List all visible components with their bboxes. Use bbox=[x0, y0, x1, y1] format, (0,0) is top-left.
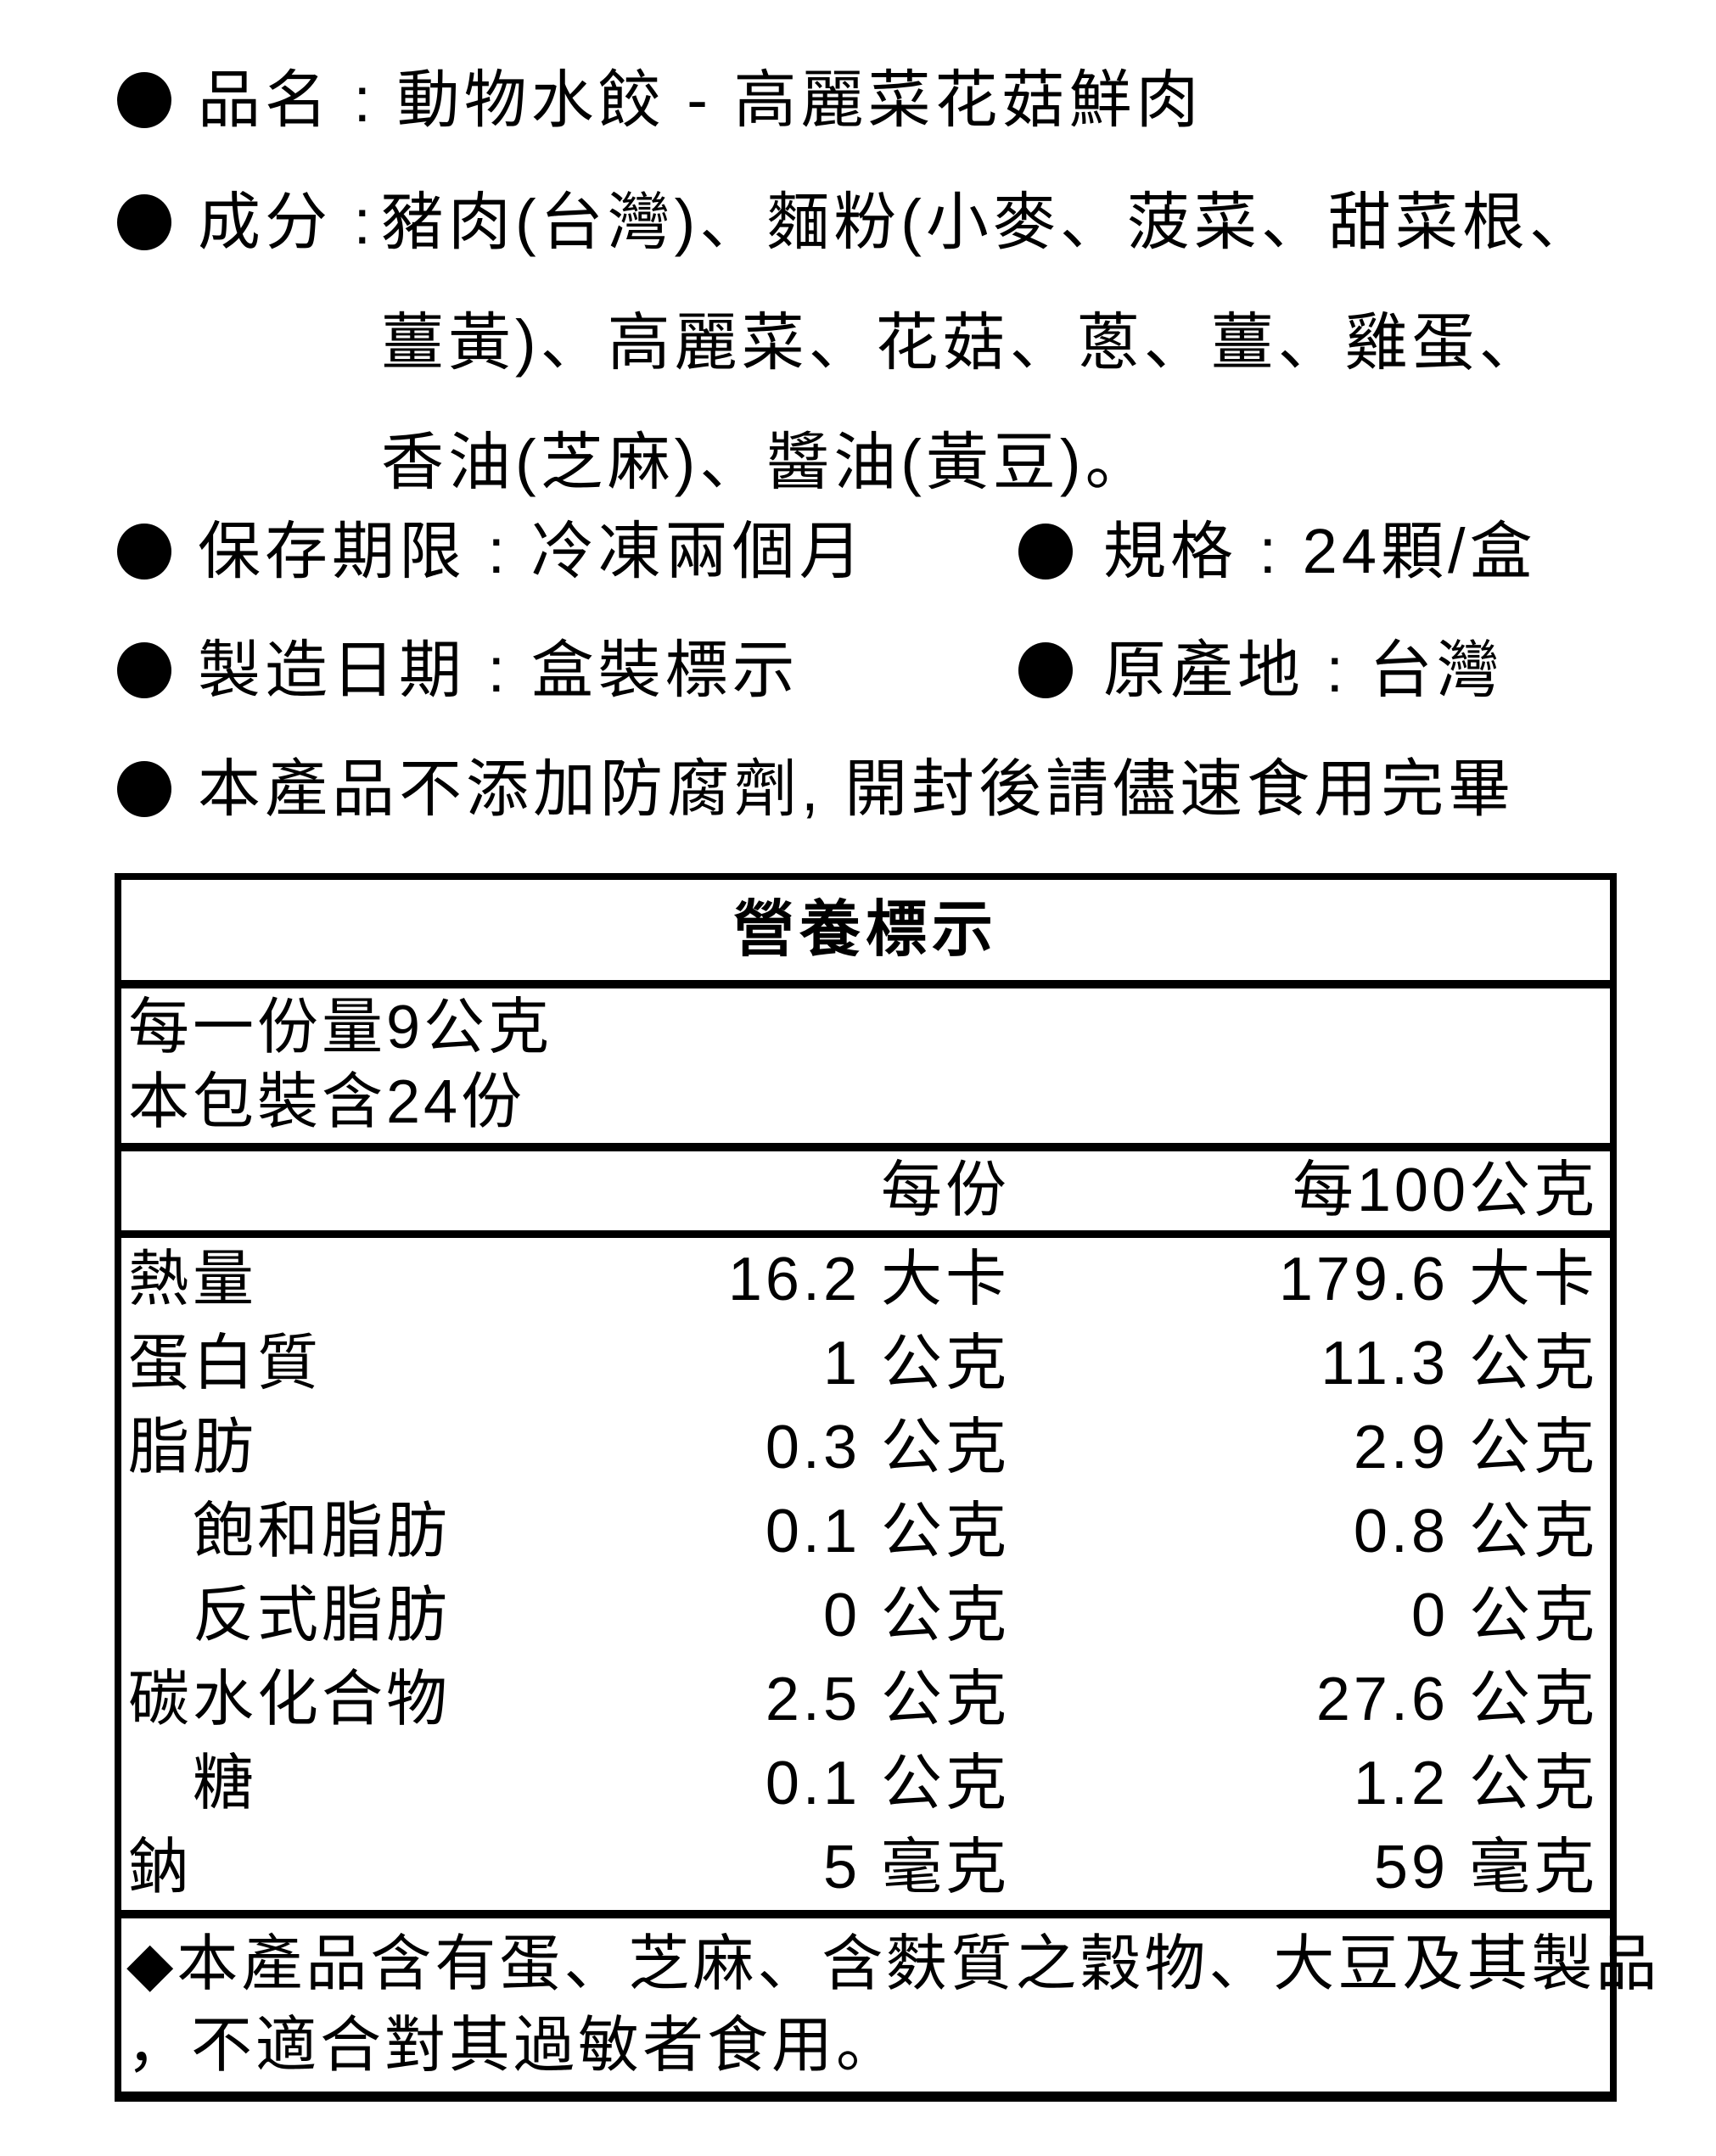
row-per-serving: 1 公克 bbox=[822, 1330, 1010, 1397]
bullet-icon bbox=[117, 194, 171, 250]
column-header-per-serving: 每份 bbox=[880, 1156, 1010, 1224]
nutrition-table: 營養標示 每一份量9公克 本包裝含24份 每份 每100公克 熱量 16.2 大… bbox=[115, 873, 1661, 2102]
ingredients-line-3: 香油(芝麻)、醬油(黃豆)。 bbox=[381, 427, 1152, 497]
table-row-saturated-fat: 飽和脂肪 0.1 公克 0.8 公克 bbox=[121, 1490, 1610, 1574]
serving-size-line: 每一份量9公克 bbox=[128, 994, 553, 1061]
row-per-100g: 0 公克 bbox=[1410, 1582, 1598, 1649]
table-row-fat: 脂肪 0.3 公克 2.9 公克 bbox=[121, 1406, 1610, 1490]
row-label: 飽和脂肪 bbox=[193, 1498, 451, 1565]
bullet-icon bbox=[117, 642, 171, 698]
spec-line: 規格 : 24顆/盒 bbox=[1103, 516, 1537, 586]
bullet-icon bbox=[1018, 642, 1073, 698]
row-per-100g: 11.3 公克 bbox=[1321, 1330, 1598, 1397]
row-per-serving: 0.1 公克 bbox=[765, 1498, 1010, 1565]
bullet-icon bbox=[117, 761, 171, 817]
bullet-icon bbox=[117, 524, 171, 580]
servings-per-pack-line: 本包裝含24份 bbox=[128, 1068, 526, 1136]
row-per-100g: 59 毫克 bbox=[1373, 1834, 1598, 1901]
row-per-serving: 0.1 公克 bbox=[765, 1750, 1010, 1817]
row-per-serving: 16.2 大卡 bbox=[727, 1246, 1010, 1313]
row-per-serving: 0 公克 bbox=[822, 1582, 1010, 1649]
mfg-date-line: 製造日期 : 盒裝標示 bbox=[198, 635, 799, 705]
row-per-100g: 0.8 公克 bbox=[1353, 1498, 1598, 1565]
row-label: 鈉 bbox=[128, 1834, 193, 1901]
product-name-line: 品名 : 動物水餃 - 高麗菜花菇鮮肉 bbox=[198, 64, 1203, 135]
column-header-per-100g: 每100公克 bbox=[1292, 1156, 1598, 1224]
table-row-protein: 蛋白質 1 公克 11.3 公克 bbox=[121, 1322, 1610, 1406]
preservative-note: 本產品不添加防腐劑, 開封後請儘速食用完畢 bbox=[198, 753, 1516, 824]
table-row-carbohydrate: 碳水化合物 2.5 公克 27.6 公克 bbox=[121, 1658, 1610, 1742]
column-header-row: 每份 每100公克 bbox=[121, 1151, 1610, 1238]
row-per-100g: 27.6 公克 bbox=[1315, 1666, 1598, 1733]
row-label: 反式脂肪 bbox=[193, 1582, 451, 1649]
nutrition-table-title: 營養標示 bbox=[121, 880, 1610, 988]
row-per-100g: 179.6 大卡 bbox=[1278, 1246, 1598, 1313]
ingredients-label: 成分 : bbox=[198, 187, 376, 257]
table-row-trans-fat: 反式脂肪 0 公克 0 公克 bbox=[121, 1574, 1610, 1658]
row-label: 脂肪 bbox=[128, 1414, 258, 1481]
row-per-serving: 2.5 公克 bbox=[765, 1666, 1010, 1733]
serving-info: 每一份量9公克 本包裝含24份 bbox=[121, 990, 1610, 1151]
column-header-spacer bbox=[121, 1151, 631, 1230]
row-label: 糖 bbox=[193, 1750, 258, 1817]
table-row-calories: 熱量 16.2 大卡 179.6 大卡 bbox=[121, 1238, 1610, 1322]
row-label: 熱量 bbox=[128, 1246, 258, 1313]
origin-line: 原產地 : 台灣 bbox=[1103, 635, 1504, 705]
shelf-life-line: 保存期限 : 冷凍兩個月 bbox=[198, 516, 866, 586]
bullet-icon bbox=[1018, 524, 1073, 580]
row-per-serving: 5 毫克 bbox=[822, 1834, 1010, 1901]
row-label: 蛋白質 bbox=[128, 1330, 322, 1397]
ingredients-line-2: 薑黃)、高麗菜、花菇、蔥、薑、雞蛋、 bbox=[381, 307, 1546, 378]
row-label: 碳水化合物 bbox=[128, 1666, 451, 1733]
table-row-sodium: 鈉 5 毫克 59 毫克 bbox=[121, 1826, 1610, 1910]
allergen-note-line-1: ◆本產品含有蛋、芝麻、含麩質之穀物、大豆及其製品 bbox=[126, 1930, 1661, 1998]
ingredients-line-1: 豬肉(台灣)、麵粉(小麥、菠菜、甜菜根、 bbox=[381, 187, 1596, 257]
row-per-100g: 1.2 公克 bbox=[1353, 1750, 1598, 1817]
row-per-100g: 2.9 公克 bbox=[1353, 1414, 1598, 1481]
row-per-serving: 0.3 公克 bbox=[765, 1414, 1010, 1481]
allergen-note-line-2: ，不適合對其過敏者食用。 bbox=[126, 2012, 901, 2080]
bullet-icon bbox=[117, 72, 171, 128]
table-row-sugar: 糖 0.1 公克 1.2 公克 bbox=[121, 1742, 1610, 1826]
allergen-note: ◆本產品含有蛋、芝麻、含麩質之穀物、大豆及其製品 ，不適合對其過敏者食用。 bbox=[121, 1910, 1661, 2092]
